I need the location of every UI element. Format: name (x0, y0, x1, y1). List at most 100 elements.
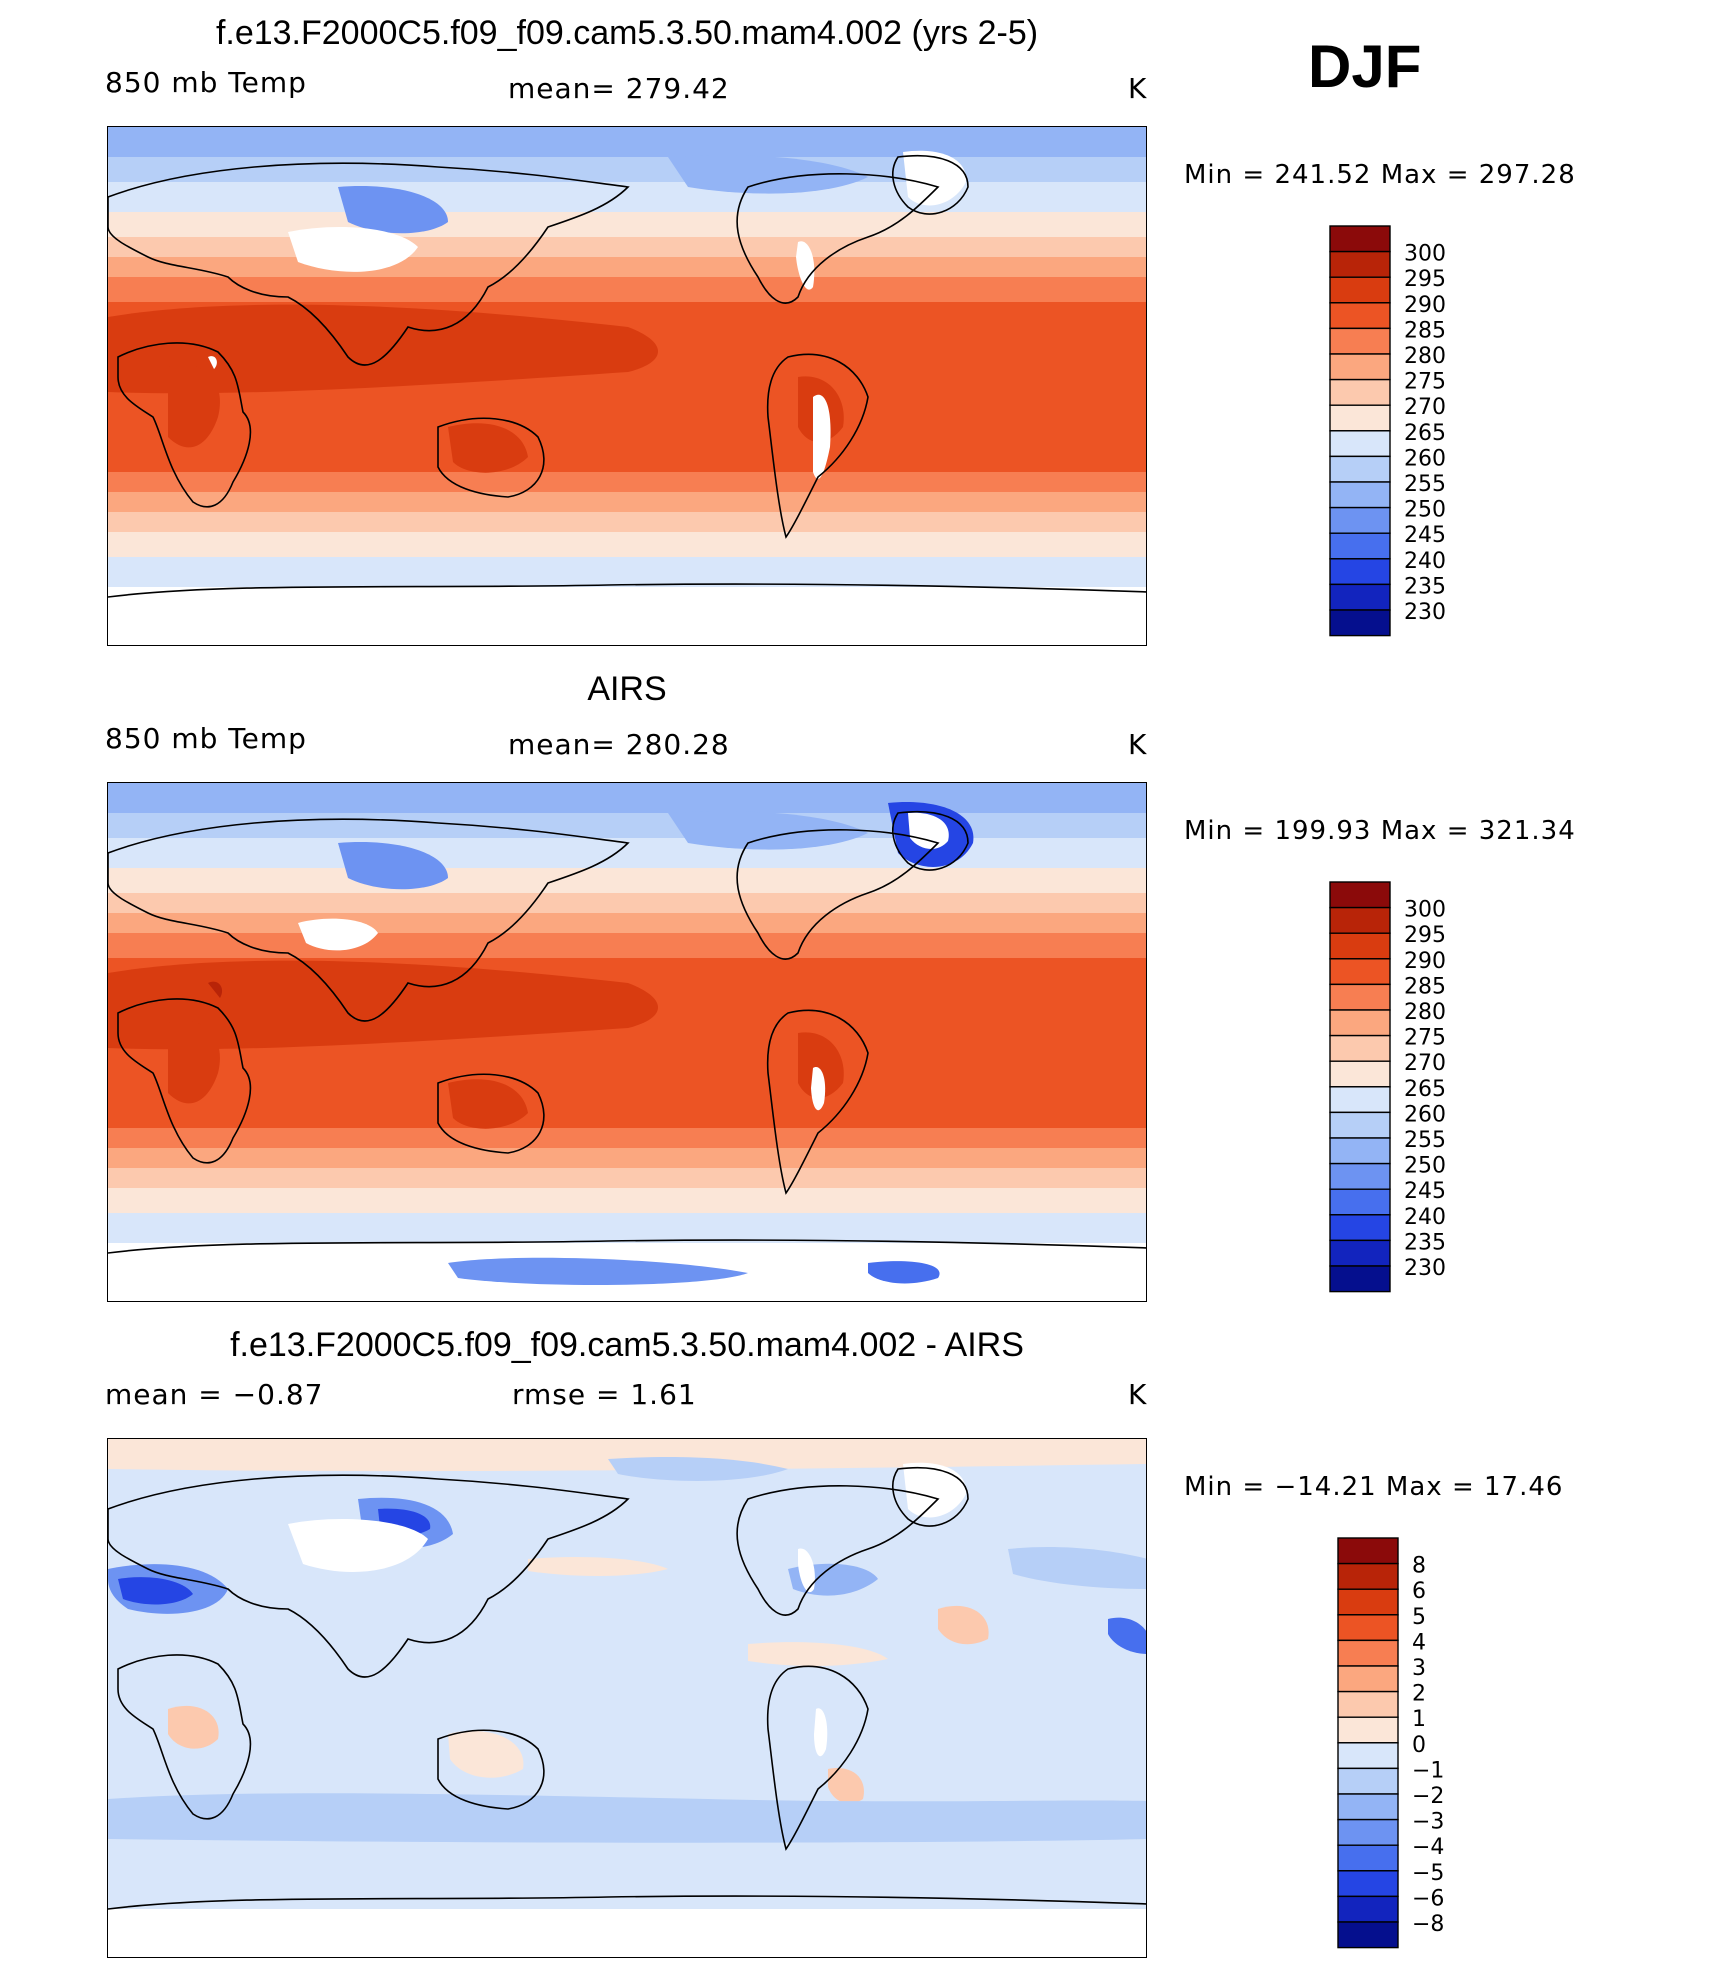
colorbar-swatch (1329, 1009, 1391, 1037)
colorbar-swatch (1329, 404, 1391, 432)
colorbar-swatch (1329, 1239, 1391, 1267)
panel2-minmax: Min = 199.93 Max = 321.34 (1184, 816, 1576, 846)
colorbar-tick-label: 295 (1404, 923, 1446, 948)
colorbar-tick-label: 3 (1412, 1656, 1426, 1681)
colorbar-swatch (1337, 1639, 1399, 1667)
colorbar-tick-label: 265 (1404, 421, 1446, 446)
season-label: DJF (1308, 33, 1422, 100)
colorbar-tick-label: 295 (1404, 267, 1446, 292)
colorbar-tick-label: 235 (1404, 1230, 1446, 1255)
colorbar-tick-label: 285 (1404, 318, 1446, 343)
colorbar-tick-label: 300 (1404, 898, 1446, 923)
colorbar-tick-label: 235 (1404, 574, 1446, 599)
colorbar-swatch (1337, 1870, 1399, 1898)
colorbar-swatch (1329, 881, 1391, 909)
panel3-colorbar: 8 6 5 4 3 2 1 0 −1 −2 −3 −4 −5 −6 −8 (1337, 1537, 1538, 1955)
colorbar-tick-label: 5 (1412, 1605, 1426, 1630)
colorbar-swatch (1329, 958, 1391, 986)
panel1-minmax: Min = 241.52 Max = 297.28 (1184, 160, 1576, 190)
colorbar-swatch (1329, 481, 1391, 509)
colorbar-swatch (1329, 430, 1391, 458)
colorbar-tick-label: 270 (1404, 1051, 1446, 1076)
colorbar-tick-label: 270 (1404, 395, 1446, 420)
colorbar-swatch (1329, 378, 1391, 406)
panel2-mean-label: mean= 280.28 (508, 728, 730, 761)
colorbar-tick-label: 245 (1404, 1179, 1446, 1204)
colorbar-tick-label: 8 (1412, 1554, 1426, 1579)
colorbar-swatch (1329, 250, 1391, 278)
panel3-rmse-label: rmse = 1.61 (512, 1378, 697, 1411)
colorbar-swatch (1329, 276, 1391, 304)
colorbar-swatch (1329, 1162, 1391, 1190)
colorbar-tick-label: 285 (1404, 974, 1446, 999)
colorbar-tick-label: 260 (1404, 446, 1446, 471)
colorbar-swatch (1329, 353, 1391, 381)
colorbar-swatch (1329, 1188, 1391, 1216)
colorbar-tick-label: 290 (1404, 949, 1446, 974)
colorbar-swatch (1337, 1793, 1399, 1821)
colorbar-tick-label: 245 (1404, 523, 1446, 548)
colorbar-tick-label: −6 (1412, 1886, 1444, 1911)
colorbar-swatch (1337, 1742, 1399, 1770)
colorbar-tick-label: 6 (1412, 1579, 1426, 1604)
colorbar-swatch (1337, 1767, 1399, 1795)
panel3-map (107, 1438, 1147, 1958)
colorbar-swatch (1329, 225, 1391, 253)
colorbar-tick-label: 260 (1404, 1102, 1446, 1127)
panel3-units-label: K (1128, 1378, 1148, 1411)
colorbar-swatch (1337, 1716, 1399, 1744)
colorbar-tick-label: 275 (1404, 1026, 1446, 1051)
colorbar-tick-label: 250 (1404, 1154, 1446, 1179)
colorbar-swatch (1337, 1895, 1399, 1923)
colorbar-swatch (1337, 1665, 1399, 1693)
panel3-title: f.e13.F2000C5.f09_f09.cam5.3.50.mam4.002… (230, 1326, 1024, 1364)
colorbar-swatch (1337, 1588, 1399, 1616)
colorbar-tick-label: −8 (1412, 1912, 1444, 1937)
colorbar-swatch (1329, 327, 1391, 355)
panel2-title: AIRS (587, 670, 667, 708)
colorbar-swatch (1329, 609, 1391, 637)
colorbar-tick-label: 250 (1404, 498, 1446, 523)
colorbar-tick-label: −5 (1412, 1861, 1444, 1886)
colorbar-swatch (1337, 1818, 1399, 1846)
colorbar-tick-label: 240 (1404, 549, 1446, 574)
colorbar-swatch (1329, 302, 1391, 330)
colorbar-swatch (1337, 1690, 1399, 1718)
colorbar-swatch (1329, 506, 1391, 534)
colorbar-swatch (1329, 1111, 1391, 1139)
colorbar-swatch (1337, 1537, 1399, 1565)
panel1-mean-label: mean= 279.42 (508, 72, 730, 105)
colorbar-tick-label: −4 (1412, 1835, 1444, 1860)
colorbar-tick-label: 1 (1412, 1707, 1426, 1732)
panel1-map (107, 126, 1147, 646)
colorbar-swatch (1329, 1086, 1391, 1114)
colorbar-swatch (1329, 1060, 1391, 1088)
colorbar-swatch (1329, 1265, 1391, 1293)
panel3-mean-label: mean = −0.87 (105, 1378, 324, 1411)
panel1-title: f.e13.F2000C5.f09_f09.cam5.3.50.mam4.002… (215, 14, 1039, 52)
colorbar-tick-label: 0 (1412, 1733, 1426, 1758)
colorbar-tick-label: −2 (1412, 1784, 1444, 1809)
colorbar-tick-label: 255 (1404, 1128, 1446, 1153)
colorbar-tick-label: 290 (1404, 293, 1446, 318)
colorbar-swatch (1329, 455, 1391, 483)
colorbar-swatch (1329, 583, 1391, 611)
colorbar-tick-label: 275 (1404, 370, 1446, 395)
panel2-colorbar: 300 295 290 285 280 275 270 265 260 255 250 245 240 2… (1329, 881, 1530, 1299)
panel2-map (107, 782, 1147, 1302)
panel2-units-label: K (1128, 728, 1148, 761)
colorbar-swatch (1329, 532, 1391, 560)
colorbar-swatch (1329, 1034, 1391, 1062)
panel1-colorbar: 300 295 290 285 280 275 270 265 260 255 250 245 240 2… (1329, 225, 1530, 643)
panel1-variable-label: 850 mb Temp (105, 66, 307, 99)
colorbar-tick-label: 300 (1404, 242, 1446, 267)
colorbar-tick-label: 230 (1404, 1256, 1446, 1281)
colorbar-swatch (1337, 1921, 1399, 1949)
colorbar-swatch (1329, 1137, 1391, 1165)
panel1-units-label: K (1128, 72, 1148, 105)
colorbar-tick-label: 230 (1404, 600, 1446, 625)
colorbar-swatch (1329, 906, 1391, 934)
colorbar-tick-label: −3 (1412, 1810, 1444, 1835)
colorbar-tick-label: 240 (1404, 1205, 1446, 1230)
colorbar-swatch (1337, 1844, 1399, 1872)
